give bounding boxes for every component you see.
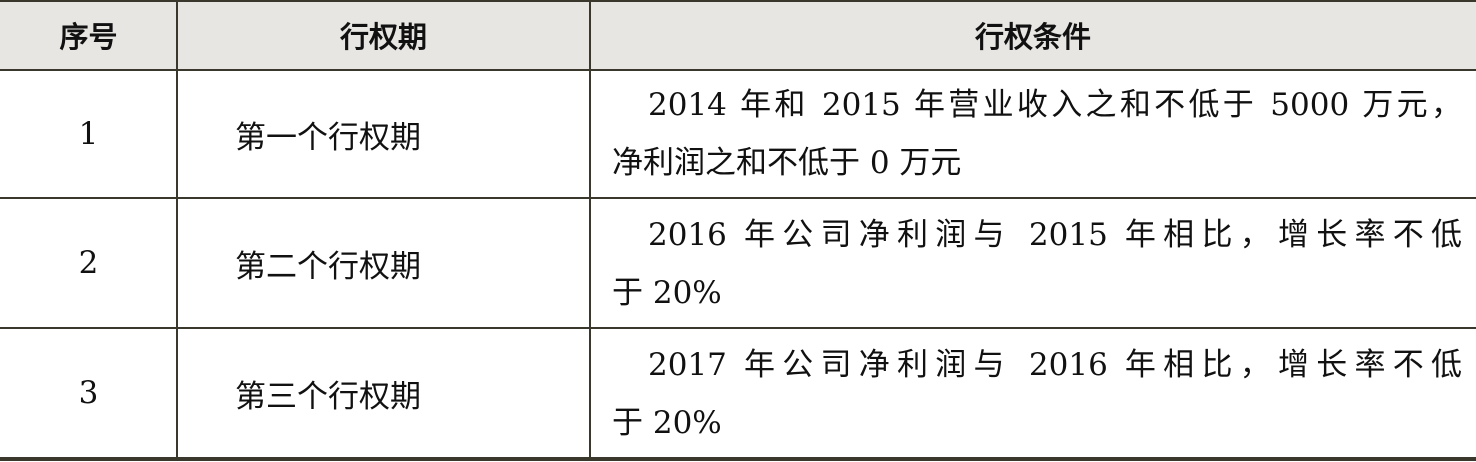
row-1-condition-line2: 净利润之和不低于 0 万元: [612, 145, 962, 181]
header-index: 序号: [59, 19, 118, 54]
table-top-border: [0, 0, 1476, 2]
header-condition: 行权条件: [974, 19, 1091, 54]
header-divider: [0, 69, 1476, 71]
row-3-index: 3: [78, 375, 99, 411]
row-3-period: 第三个行权期: [235, 378, 421, 415]
table-header-row: [0, 0, 1476, 69]
row-divider: [0, 327, 1476, 329]
header-period: 行权期: [339, 19, 427, 54]
row-1-period: 第一个行权期: [235, 119, 421, 156]
row-divider: [0, 197, 1476, 199]
row-2-condition-line2: 于 20%: [612, 275, 722, 311]
row-1-index: 1: [78, 116, 99, 152]
row-2-condition: 2016 年公司净利润与 2015 年相比，增长率不低 于 20%: [612, 206, 1462, 322]
row-3-condition: 2017 年公司净利润与 2016 年相比，增长率不低 于 20%: [612, 336, 1462, 452]
row-2-condition-line1: 2016 年公司净利润与 2015 年相比，增长率不低: [648, 217, 1462, 253]
row-3-condition-line2: 于 20%: [612, 405, 722, 441]
column-divider: [589, 0, 591, 460]
row-2-index: 2: [78, 245, 99, 281]
table-bottom-border: [0, 457, 1476, 461]
row-1-condition: 2014 年和 2015 年营业收入之和不低于 5000 万元， 净利润之和不低…: [612, 76, 1462, 192]
column-divider: [176, 0, 178, 460]
row-2-period: 第二个行权期: [235, 248, 421, 285]
row-3-condition-line1: 2017 年公司净利润与 2016 年相比，增长率不低: [648, 347, 1462, 383]
row-1-condition-line1: 2014 年和 2015 年营业收入之和不低于 5000 万元，: [648, 87, 1462, 123]
